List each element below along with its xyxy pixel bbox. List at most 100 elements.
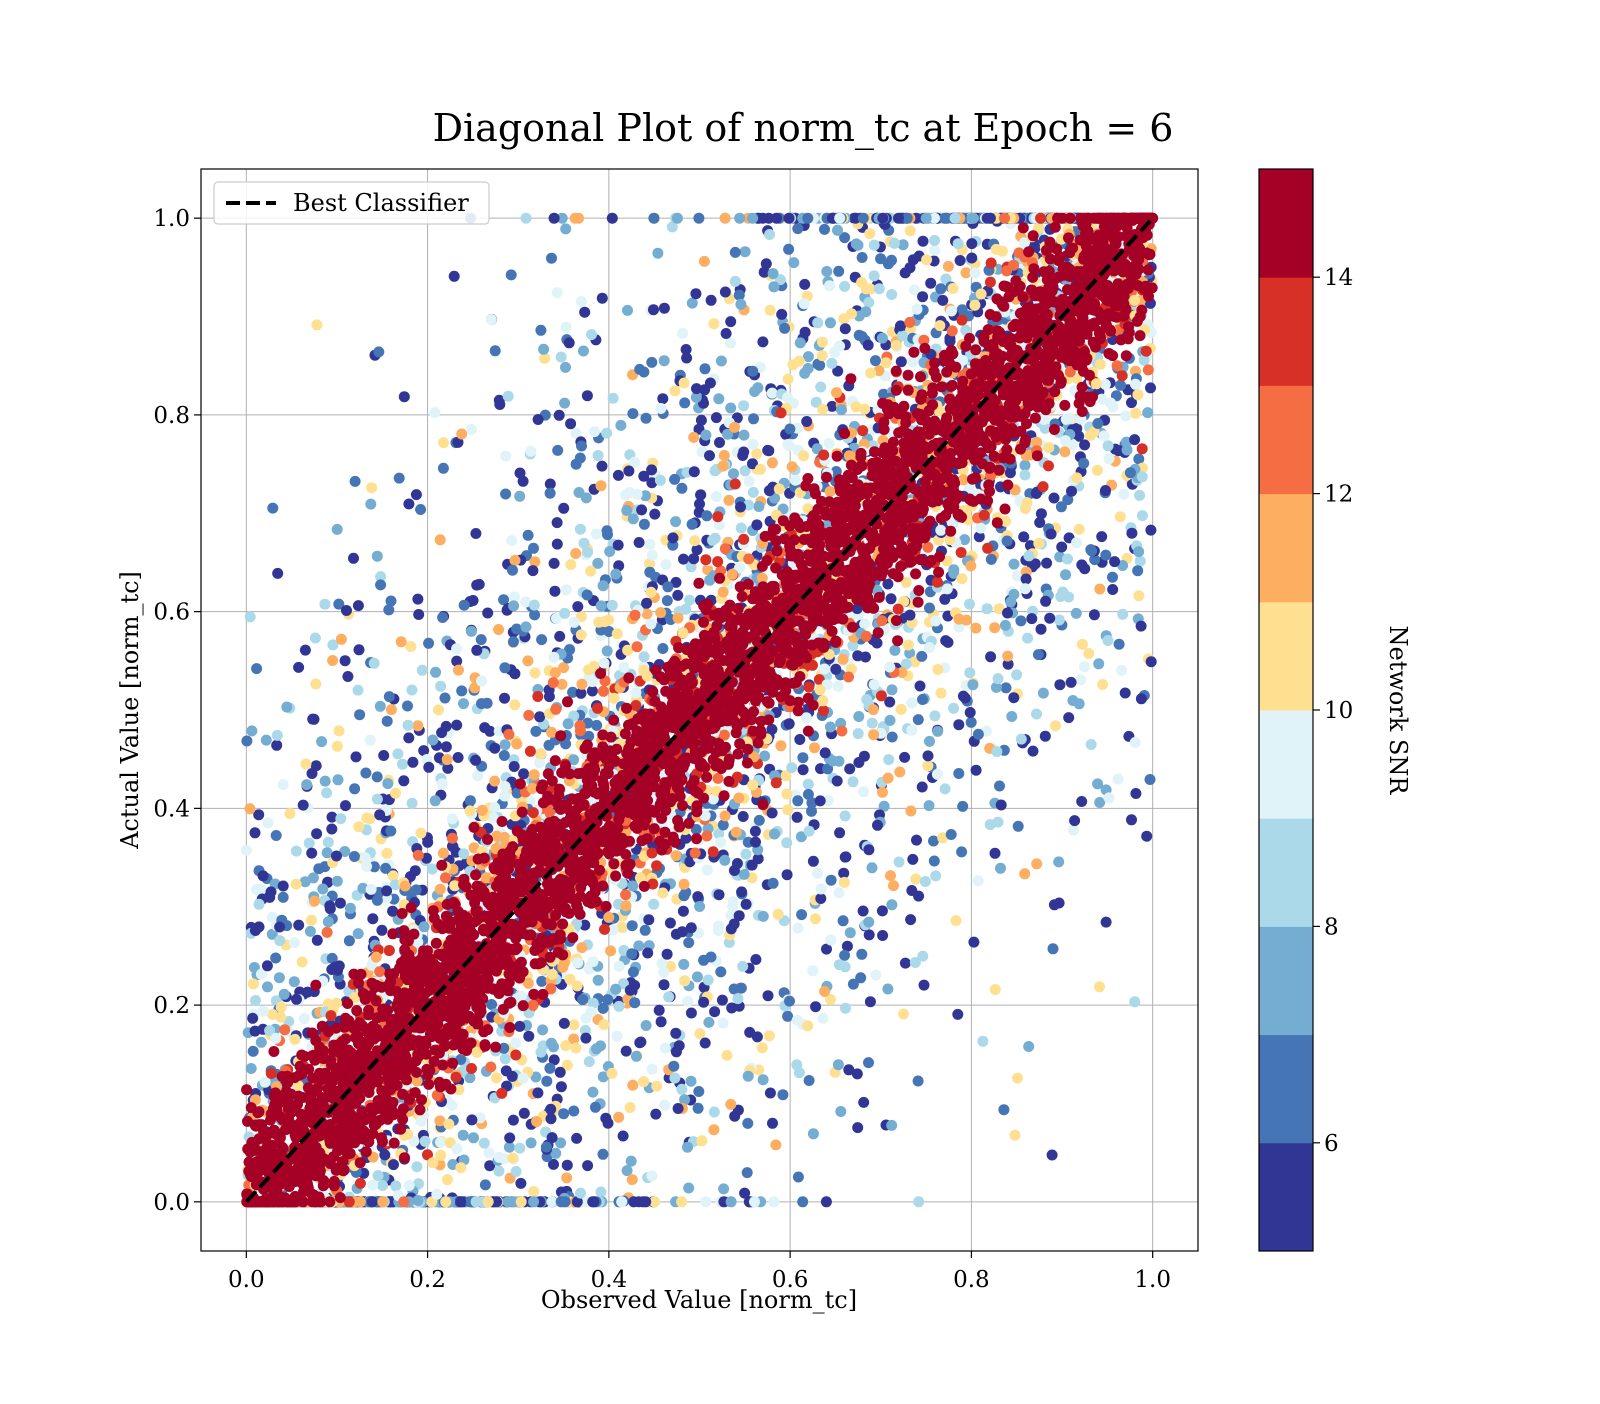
data-point xyxy=(458,698,469,709)
data-point xyxy=(413,609,424,620)
data-point xyxy=(998,1104,1009,1115)
data-point xyxy=(1142,407,1153,418)
data-point xyxy=(451,720,462,731)
data-point xyxy=(836,404,847,415)
data-point xyxy=(690,288,701,299)
data-point xyxy=(528,1196,539,1207)
data-point xyxy=(373,346,384,357)
data-point xyxy=(1139,355,1150,366)
data-point xyxy=(349,783,360,794)
data-point xyxy=(709,1107,720,1118)
data-point xyxy=(1109,556,1120,567)
data-point xyxy=(882,984,893,995)
data-point xyxy=(388,1159,399,1170)
data-point xyxy=(757,213,768,224)
data-point xyxy=(929,710,940,721)
data-point xyxy=(558,1108,569,1119)
data-point xyxy=(1049,493,1060,504)
data-point xyxy=(656,1016,667,1027)
data-point xyxy=(731,827,742,838)
data-point xyxy=(721,328,732,339)
data-point xyxy=(985,651,996,662)
data-point xyxy=(304,838,315,849)
data-point xyxy=(967,213,978,224)
data-point xyxy=(935,525,946,536)
data-point xyxy=(647,550,658,561)
data-point xyxy=(700,554,711,565)
data-point xyxy=(923,750,934,761)
data-point xyxy=(1079,661,1090,672)
data-point xyxy=(1026,613,1037,624)
data-point xyxy=(943,261,954,272)
data-point xyxy=(560,1196,571,1207)
data-point xyxy=(549,586,560,597)
data-point xyxy=(784,718,795,729)
data-point xyxy=(651,1081,662,1092)
data-point xyxy=(659,1100,670,1111)
data-point xyxy=(885,715,896,726)
data-point xyxy=(857,252,868,263)
data-point xyxy=(792,1015,803,1026)
data-point xyxy=(725,403,736,414)
data-point xyxy=(718,461,729,472)
data-point xyxy=(797,752,808,763)
data-point xyxy=(877,787,888,798)
data-point xyxy=(750,837,761,848)
data-point xyxy=(700,430,711,441)
data-point xyxy=(293,662,304,673)
data-point xyxy=(932,769,943,780)
data-point xyxy=(693,213,704,224)
data-point xyxy=(596,600,607,611)
data-point xyxy=(556,1081,567,1092)
data-point xyxy=(870,970,881,981)
data-point xyxy=(406,685,417,696)
data-point xyxy=(639,519,650,530)
data-point xyxy=(535,325,546,336)
data-point xyxy=(950,213,961,224)
data-point xyxy=(627,881,638,892)
data-point xyxy=(510,555,521,566)
data-point xyxy=(694,901,705,912)
data-point xyxy=(250,1026,261,1037)
data-point xyxy=(538,344,549,355)
data-point xyxy=(394,473,405,484)
data-point xyxy=(281,702,292,713)
data-point xyxy=(1040,731,1051,742)
data-point xyxy=(263,817,274,828)
data-point xyxy=(466,1114,477,1125)
data-point xyxy=(726,1196,737,1207)
data-point xyxy=(250,925,261,936)
data-point xyxy=(407,798,418,809)
data-point xyxy=(700,1038,711,1049)
data-point xyxy=(636,504,647,515)
data-point xyxy=(845,927,856,938)
data-point xyxy=(808,1128,819,1139)
data-point xyxy=(1031,709,1042,720)
data-point xyxy=(605,945,616,956)
data-point xyxy=(801,416,812,427)
data-point xyxy=(924,736,935,747)
data-point xyxy=(786,762,797,773)
data-point xyxy=(378,750,389,761)
data-point xyxy=(728,896,739,907)
data-point xyxy=(546,1038,557,1049)
data-point xyxy=(957,801,968,812)
data-point xyxy=(323,837,334,848)
data-point xyxy=(300,645,311,656)
data-point xyxy=(340,800,351,811)
data-point xyxy=(691,383,702,394)
data-point xyxy=(665,918,676,929)
data-point xyxy=(840,1003,851,1014)
data-point xyxy=(1002,651,1013,662)
data-point xyxy=(907,854,918,865)
data-point xyxy=(853,240,864,251)
data-point xyxy=(673,1103,684,1114)
data-point xyxy=(767,808,778,819)
data-point xyxy=(730,479,741,490)
data-point xyxy=(584,1056,595,1067)
data-point xyxy=(511,1166,522,1177)
data-point xyxy=(1117,609,1128,620)
data-point xyxy=(1086,545,1097,556)
data-point xyxy=(403,499,414,510)
data-point xyxy=(597,293,608,304)
